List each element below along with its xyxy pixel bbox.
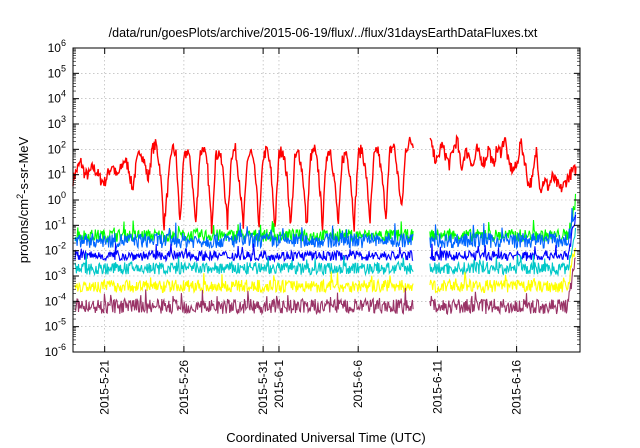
y-tick-label-exponent: 5 — [61, 63, 66, 73]
y-tick-label-base: 10 — [48, 142, 62, 156]
y-tick-label-base: 10 — [48, 168, 62, 182]
x-axis-label: Coordinated Universal Time (UTC) — [226, 430, 425, 445]
x-tick-label: 2015-6-6 — [351, 360, 365, 408]
x-tick-label: 2015-6-1 — [272, 360, 286, 408]
y-tick-label-base: 10 — [48, 117, 62, 131]
data-series — [72, 133, 577, 316]
series-line-7 — [74, 287, 414, 316]
y-tick-label: 10-3 — [45, 266, 66, 283]
series-line-3-after-gap — [429, 207, 577, 250]
series-line-3 — [74, 222, 414, 250]
y-tick-label-base: 10 — [45, 320, 59, 334]
y-axis-label: protons/cm2-s-sr-MeV — [15, 136, 31, 263]
x-tick-label: 2015-6-16 — [510, 360, 524, 415]
y-tick-label-exponent: 0 — [61, 190, 66, 200]
y-tick-label-exponent: 4 — [61, 89, 66, 99]
series-line-4-after-gap — [429, 214, 577, 263]
x-tick-label: 2015-5-31 — [256, 360, 270, 415]
x-tick-label: 2015-6-11 — [430, 360, 444, 414]
series-line-5-after-gap — [429, 227, 577, 277]
y-tick-label: 105 — [48, 63, 66, 80]
y-tick-label: 10-2 — [45, 241, 66, 258]
y-tick-label-base: 10 — [48, 66, 62, 80]
y-tick-label: 10-4 — [45, 291, 66, 308]
series-line-1 — [72, 136, 414, 234]
series-line-1-after-gap — [429, 133, 577, 194]
y-tick-label: 10-6 — [45, 342, 66, 359]
series-line-7-after-gap — [429, 257, 576, 316]
y-tick-label-base: 10 — [45, 345, 59, 359]
y-tick-label: 103 — [48, 114, 66, 131]
y-tick-label-exponent: -2 — [58, 241, 66, 251]
y-tick-label-base: 10 — [45, 244, 59, 258]
y-tick-label-base: 10 — [48, 92, 62, 106]
y-axis-label-main: protons/cm — [16, 199, 31, 263]
y-tick-label-exponent: 1 — [61, 165, 66, 175]
series-line-6-after-gap — [429, 247, 577, 294]
y-tick-label-base: 10 — [48, 193, 62, 207]
y-tick-label-exponent: -3 — [58, 266, 66, 276]
y-tick-label-exponent: 6 — [61, 38, 66, 48]
y-tick-label: 102 — [48, 139, 66, 156]
y-axis-label-sup: 2 — [15, 194, 25, 199]
y-tick-label-exponent: -5 — [58, 317, 66, 327]
y-tick-label: 106 — [48, 38, 66, 55]
y-tick-label: 104 — [48, 89, 66, 106]
y-tick-label: 100 — [48, 190, 66, 207]
y-tick-label: 10-1 — [45, 215, 66, 232]
y-tick-label-exponent: 2 — [61, 139, 66, 149]
x-tick-label: 2015-5-21 — [98, 360, 112, 415]
x-tick-label: 2015-5-26 — [177, 360, 191, 415]
y-tick-label-base: 10 — [45, 294, 59, 308]
y-tick-label-exponent: -4 — [58, 291, 66, 301]
chart-title: /data/run/goesPlots/archive/2015-06-19/f… — [109, 26, 538, 40]
y-axis: 10-610-510-410-310-210-11001011021031041… — [45, 38, 580, 359]
x-axis: 2015-5-21 2015-5-26 2015-5-31 2015-6-1 2015-… — [98, 48, 524, 415]
y-tick-label-exponent: -6 — [58, 342, 66, 352]
y-tick-label-base: 10 — [48, 41, 62, 55]
series-line-6 — [74, 271, 414, 295]
y-tick-label: 10-5 — [45, 317, 66, 334]
y-tick-label: 101 — [48, 165, 66, 182]
y-tick-label-exponent: 3 — [61, 114, 66, 124]
y-tick-label-exponent: -1 — [58, 215, 66, 225]
series-line-5 — [74, 253, 414, 277]
y-axis-label-rest: -s-sr-MeV — [16, 136, 31, 193]
series-line-4 — [74, 243, 414, 263]
y-tick-label-base: 10 — [45, 218, 59, 232]
y-tick-label-base: 10 — [45, 269, 59, 283]
